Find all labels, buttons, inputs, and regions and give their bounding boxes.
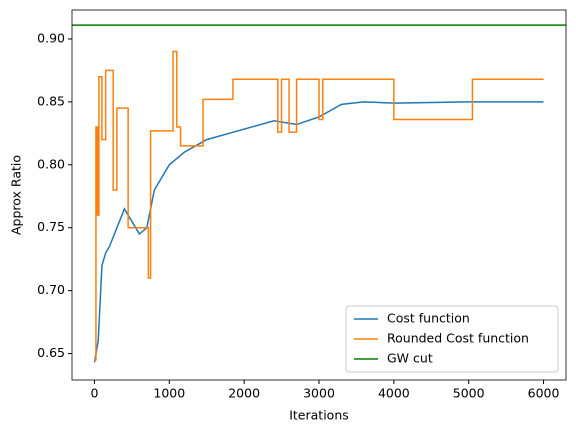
plot-frame bbox=[71, 9, 567, 381]
y-tick-label: 0.85 bbox=[37, 93, 65, 108]
legend-label: Rounded Cost function bbox=[387, 331, 529, 346]
legend-label: Cost function bbox=[387, 311, 470, 326]
x-tick-label: 1000 bbox=[153, 386, 185, 401]
y-tick-label: 0.65 bbox=[37, 345, 65, 360]
y-tick-label: 0.90 bbox=[37, 30, 65, 45]
x-tick-label: 3000 bbox=[303, 386, 335, 401]
x-axis-label: Iterations bbox=[289, 408, 349, 423]
x-tick-label: 6000 bbox=[528, 386, 560, 401]
series-line bbox=[94, 50, 544, 361]
legend-box bbox=[345, 305, 559, 373]
x-tick-label: 0 bbox=[90, 386, 98, 401]
x-tick-label: 2000 bbox=[228, 386, 260, 401]
y-tick-label: 0.80 bbox=[37, 156, 65, 171]
x-tick-label: 5000 bbox=[453, 386, 485, 401]
y-axis-label: Approx Ratio bbox=[9, 155, 24, 235]
x-tick-label: 4000 bbox=[378, 386, 410, 401]
legend-label: GW cut bbox=[387, 351, 433, 366]
series-line bbox=[93, 101, 544, 363]
y-tick-label: 0.70 bbox=[37, 282, 65, 297]
y-tick-label: 0.75 bbox=[37, 219, 65, 234]
